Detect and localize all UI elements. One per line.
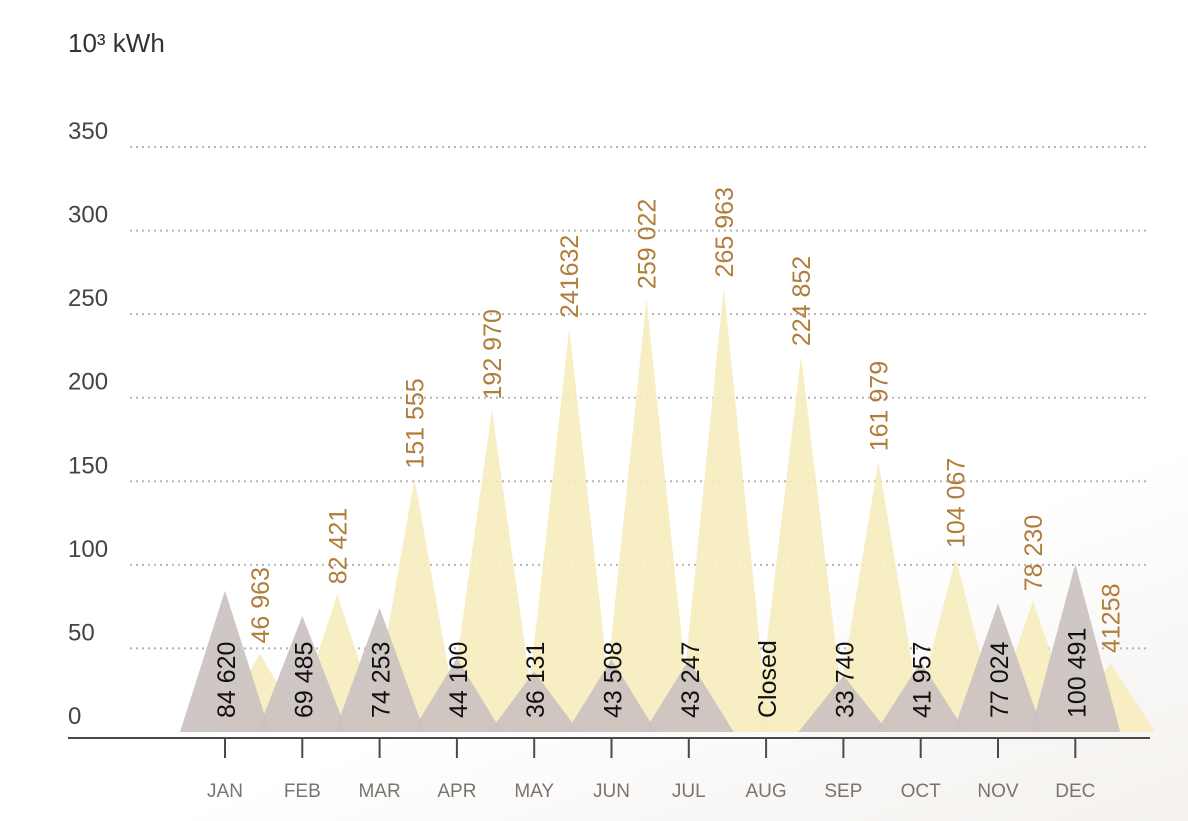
dark-value-label: 43 247: [677, 642, 705, 718]
y-tick-label: 200: [68, 369, 108, 396]
light-mark: [833, 461, 924, 732]
y-axis-unit-label: 10³ kWh: [68, 28, 165, 58]
y-tick-label: 150: [68, 452, 108, 479]
dark-value-label: 69 485: [290, 642, 318, 718]
x-tick-label: OCT: [901, 781, 942, 802]
dark-mark: [643, 659, 734, 732]
dark-value-label: 41 957: [909, 642, 937, 718]
dark-value-label: 100 491: [1063, 628, 1091, 718]
x-tick-label: FEB: [284, 781, 321, 802]
x-tick-label: MAY: [514, 781, 554, 802]
x-tick-label: SEP: [824, 781, 862, 802]
light-value-label: 259 022: [634, 199, 662, 289]
dark-mark: [334, 607, 425, 732]
y-tick-label: 50: [68, 619, 95, 646]
light-value-label: 104 067: [943, 458, 971, 548]
light-value-label: 161 979: [865, 361, 893, 451]
x-tick-label: JUN: [593, 781, 630, 802]
series-dark: [180, 564, 1121, 732]
x-tick-label: DEC: [1055, 781, 1095, 802]
dark-value-label: 44 100: [445, 642, 473, 718]
x-tick-label: AUG: [746, 781, 787, 802]
dark-value-label: 33 740: [831, 642, 859, 718]
light-mark: [524, 328, 615, 732]
light-mark: [446, 409, 537, 732]
light-value-label: 46 963: [247, 567, 275, 643]
x-tick-label: JAN: [207, 781, 243, 802]
dark-mark: [798, 675, 889, 732]
x-tick-label: APR: [437, 781, 476, 802]
light-value-label: 41258: [1097, 584, 1125, 654]
y-tick-label: 250: [68, 285, 108, 312]
light-value-label: 265 963: [711, 187, 739, 277]
dark-mark: [875, 661, 966, 732]
data-labels: 84 620 69 485 74 253 44 100 36 131 43 508 43 2…: [213, 187, 1125, 718]
dark-value-label: 36 131: [522, 642, 550, 718]
dark-mark: [953, 603, 1043, 732]
dark-value-label: 43 508: [600, 642, 628, 718]
x-axis-ticks: JAN FEB MAR APR MAY JUN JUL AUG SEP OCT NOV DEC: [207, 738, 1095, 802]
light-value-label: 151 555: [402, 378, 430, 468]
x-tick-label: JUL: [672, 781, 706, 802]
light-value-label: 192 970: [479, 309, 507, 399]
y-tick-label: 0: [68, 703, 81, 730]
dark-value-label: 74 253: [368, 642, 396, 718]
dark-mark: [566, 659, 657, 732]
light-mark: [678, 287, 769, 732]
dark-mark: [1030, 564, 1121, 732]
dark-mark: [489, 671, 580, 732]
y-tick-label: 100: [68, 536, 108, 563]
light-mark: [601, 299, 692, 732]
x-tick-label: NOV: [977, 781, 1019, 802]
dark-mark: [257, 615, 348, 732]
dark-value-label: 77 024: [986, 641, 1014, 718]
light-value-label: 241632: [556, 235, 584, 318]
y-axis-ticks: 0 50 100 150 200 250 300 350: [68, 118, 108, 730]
light-value-label: 82 421: [324, 508, 352, 584]
light-value-label: 78 230: [1020, 515, 1048, 591]
y-tick-label: 300: [68, 202, 108, 229]
dark-value-label: Closed: [754, 640, 782, 718]
dark-value-label: 84 620: [213, 642, 241, 718]
dark-mark: [411, 658, 502, 732]
dark-mark: [180, 590, 270, 732]
x-tick-label: MAR: [358, 781, 400, 802]
light-value-label: 224 852: [788, 256, 816, 346]
light-mark: [756, 356, 847, 732]
y-tick-label: 350: [68, 118, 108, 145]
